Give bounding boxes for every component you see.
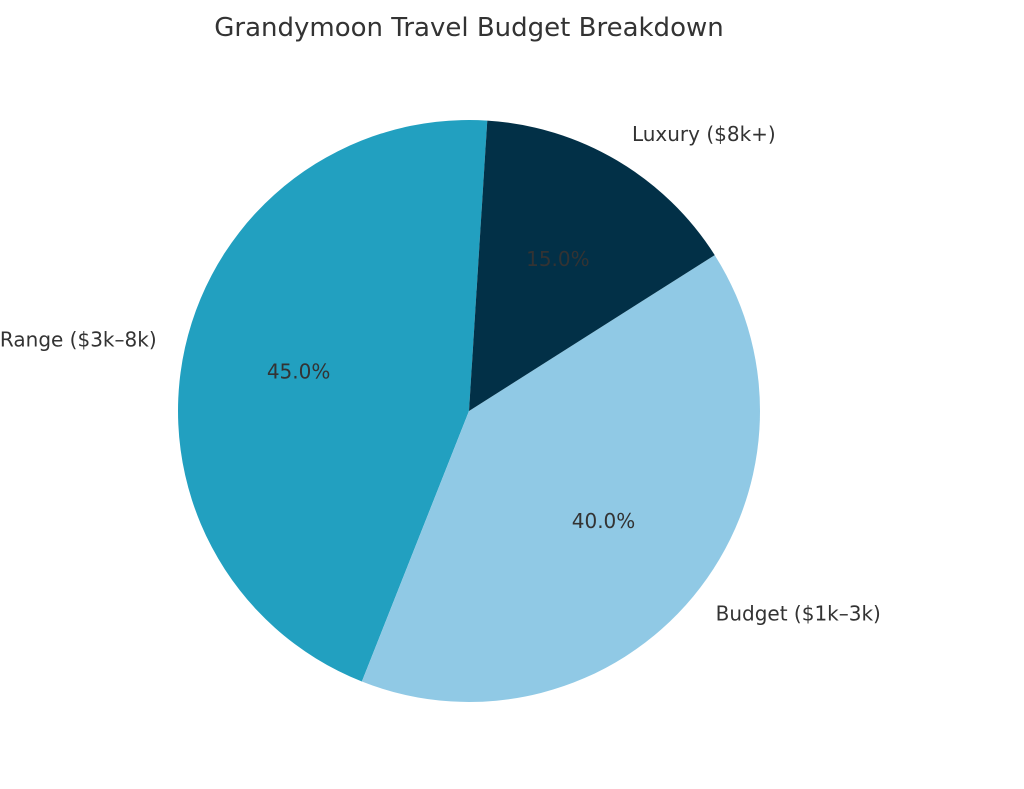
chart-title: Grandymoon Travel Budget Breakdown	[214, 13, 723, 43]
pie-slice-2	[469, 120, 715, 411]
slice-label-0: Mid-Range ($3k–8k)	[0, 328, 157, 352]
slice-percent-0: 45.0%	[267, 359, 331, 383]
pie-labels: Mid-Range ($3k–8k) 45.0% Budget ($1k–3k) 40…	[0, 122, 881, 626]
slice-label-2: Luxury ($8k+)	[632, 122, 776, 146]
pie-slices	[178, 119, 760, 702]
pie-slice-0	[178, 119, 488, 682]
slice-percent-1: 40.0%	[572, 509, 636, 533]
slice-label-1: Budget ($1k–3k)	[716, 602, 881, 626]
slice-percent-2: 15.0%	[526, 247, 590, 271]
pie-slice-1	[361, 255, 760, 702]
